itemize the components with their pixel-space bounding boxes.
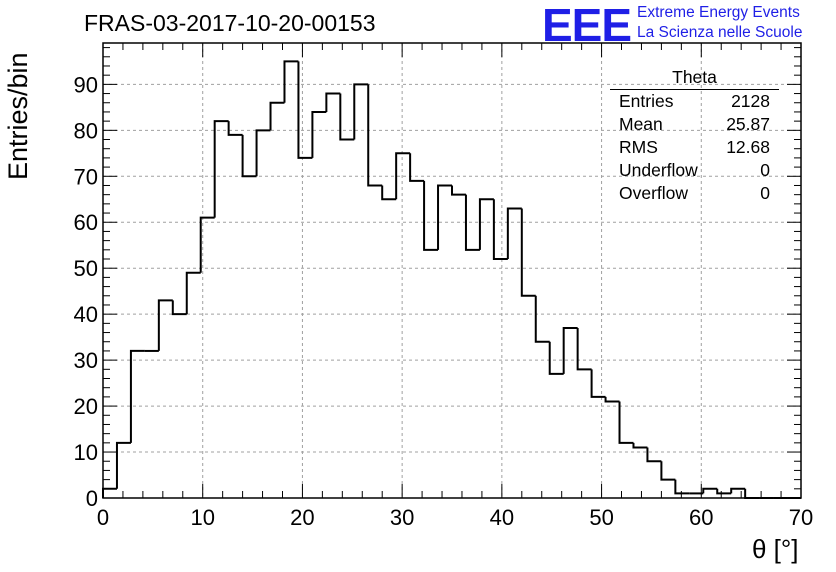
y-tick-label: 60 bbox=[74, 210, 98, 235]
histogram-bin bbox=[157, 299, 173, 351]
histogram-bin bbox=[171, 300, 187, 316]
y-axis-label: Entries/bin bbox=[3, 52, 33, 180]
histogram-bin bbox=[395, 152, 411, 200]
histogram-bin bbox=[562, 326, 578, 374]
histogram-bin bbox=[185, 271, 201, 315]
y-tick-label: 30 bbox=[74, 348, 98, 373]
histogram-bin bbox=[451, 185, 466, 196]
logo-caption: Extreme Energy Events La Scienza nelle S… bbox=[637, 3, 802, 43]
y-tick-label: 80 bbox=[74, 118, 98, 143]
histogram-bin bbox=[618, 401, 634, 444]
histogram-bin bbox=[241, 134, 257, 178]
x-tick-label: 70 bbox=[789, 505, 813, 530]
stats-label: RMS bbox=[619, 137, 658, 157]
stats-value: 2128 bbox=[731, 91, 770, 111]
x-tick-label: 50 bbox=[589, 505, 613, 530]
histogram-bin bbox=[744, 488, 760, 499]
stats-row-mean: Mean 25.87 bbox=[610, 113, 779, 136]
stats-value: 0 bbox=[760, 183, 770, 203]
x-tick-label: 40 bbox=[490, 505, 514, 530]
histogram-bin bbox=[129, 349, 145, 443]
y-tick-label: 0 bbox=[86, 486, 98, 511]
x-tick-label: 20 bbox=[290, 505, 314, 530]
histogram-bin bbox=[534, 295, 550, 343]
stats-label: Mean bbox=[619, 114, 663, 134]
stats-label: Underflow bbox=[619, 160, 698, 180]
stats-label: Entries bbox=[619, 91, 674, 111]
stats-box: Theta Entries 2128 Mean 25.87 RMS 12.68 … bbox=[610, 67, 779, 205]
tick-labels: 0 10 20 30 40 50 60 70 0 10 20 30 40 50 60 70 80 90 bbox=[74, 72, 814, 530]
histogram-bin bbox=[325, 92, 341, 112]
x-tick-label: 0 bbox=[97, 505, 109, 530]
grid-lines bbox=[103, 43, 801, 498]
histogram-bin bbox=[423, 180, 439, 251]
axis-ticks bbox=[102, 43, 802, 499]
x-axis-label: θ [°] bbox=[752, 534, 799, 564]
histogram-bin bbox=[492, 199, 508, 261]
x-tick-label: 10 bbox=[190, 505, 214, 530]
histogram-bin bbox=[632, 442, 648, 449]
histogram-bin bbox=[716, 488, 732, 495]
chart-title: FRAS-03-2017-10-20-00153 bbox=[84, 10, 376, 36]
histogram-bin bbox=[437, 184, 452, 250]
histogram-bin bbox=[283, 60, 299, 103]
histogram-bin bbox=[102, 487, 117, 498]
histogram-bin bbox=[646, 447, 662, 463]
histogram-bin bbox=[464, 194, 480, 251]
histogram-bin bbox=[409, 153, 425, 182]
histogram-bin bbox=[576, 327, 592, 371]
y-tick-label: 10 bbox=[74, 440, 98, 465]
y-tick-label: 20 bbox=[74, 394, 98, 419]
eee-logo: EEE bbox=[542, 0, 632, 51]
histogram-bin bbox=[269, 101, 285, 131]
stats-value: 25.87 bbox=[726, 114, 770, 134]
y-tick-label: 50 bbox=[74, 256, 98, 281]
histogram-bin bbox=[506, 207, 522, 260]
stats-value: 12.68 bbox=[726, 137, 770, 157]
histogram-bin bbox=[730, 487, 746, 494]
histogram-bin bbox=[660, 461, 676, 481]
histogram-bin bbox=[478, 198, 494, 250]
stats-value: 0 bbox=[760, 160, 770, 180]
histogram-bin bbox=[353, 83, 369, 140]
histogram-bin bbox=[255, 129, 271, 177]
logo-caption-line1: Extreme Energy Events bbox=[637, 4, 800, 21]
stats-row-overflow: Overflow 0 bbox=[610, 182, 779, 205]
histogram-bin bbox=[367, 84, 383, 187]
y-tick-label: 70 bbox=[74, 164, 98, 189]
stats-row-underflow: Underflow 0 bbox=[610, 159, 779, 182]
plot-frame bbox=[102, 42, 802, 499]
x-tick-label: 30 bbox=[390, 505, 414, 530]
histogram-bin bbox=[548, 341, 564, 375]
histogram-bin bbox=[311, 110, 327, 158]
y-tick-label: 90 bbox=[74, 72, 98, 97]
x-tick-label: 60 bbox=[689, 505, 713, 530]
stats-row-rms: RMS 12.68 bbox=[610, 136, 779, 159]
logo-caption-line2: La Scienza nelle Scuole bbox=[637, 24, 803, 41]
y-tick-label: 40 bbox=[74, 302, 98, 327]
histogram-bin bbox=[339, 93, 355, 141]
histogram-bin bbox=[297, 61, 313, 159]
histogram-bin bbox=[381, 185, 397, 201]
histogram-bin bbox=[520, 208, 536, 297]
stats-label: Overflow bbox=[619, 183, 689, 203]
histogram-bin bbox=[227, 121, 243, 136]
stats-title: Theta bbox=[610, 67, 779, 90]
histogram-bin bbox=[702, 487, 718, 494]
histogram-bin bbox=[115, 441, 131, 489]
histogram-bin bbox=[199, 216, 215, 273]
histogram-bin bbox=[604, 396, 620, 403]
stats-row-entries: Entries 2128 bbox=[610, 90, 779, 113]
histogram-bin bbox=[590, 369, 606, 398]
histogram-bin bbox=[213, 120, 229, 218]
histogram-bin bbox=[674, 479, 690, 495]
